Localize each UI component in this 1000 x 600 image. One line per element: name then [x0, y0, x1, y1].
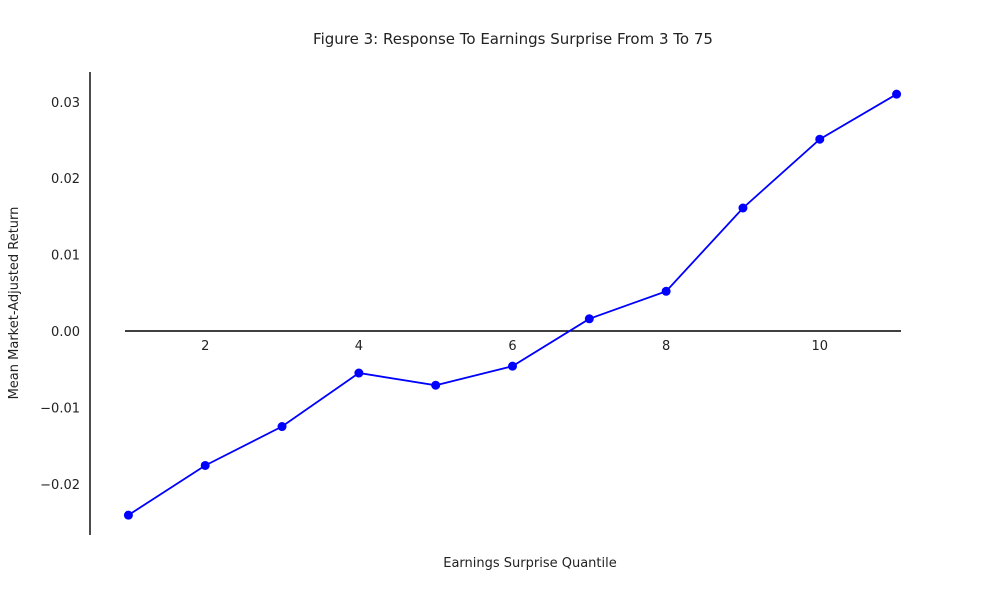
series-line	[127, 93, 898, 516]
data-point	[661, 286, 671, 296]
y-tick-label: −0.01	[40, 401, 80, 416]
y-axis-label: Mean Market-Adjusted Return	[7, 207, 22, 400]
data-point	[431, 380, 441, 390]
y-tick-label: 0.03	[51, 96, 80, 111]
data-point	[123, 510, 133, 520]
data-point	[354, 368, 364, 378]
x-ticks: 2 4 6 8 10	[201, 339, 828, 354]
x-axis-label: Earnings Surprise Quantile	[443, 556, 617, 571]
y-tick-label: 0.01	[51, 249, 80, 264]
x-tick-label: 2	[201, 339, 209, 354]
chart-title: Figure 3: Response To Earnings Surprise …	[313, 30, 713, 48]
y-tick-label: 0.00	[51, 325, 80, 340]
x-tick-label: 6	[508, 339, 516, 354]
data-point	[584, 314, 594, 324]
y-ticks: −0.02 −0.01 0.00 0.01 0.02 0.03	[40, 96, 80, 493]
data-point	[200, 460, 210, 470]
x-tick-label: 10	[811, 339, 828, 354]
data-point	[508, 361, 517, 371]
series-markers	[123, 89, 902, 520]
x-tick-label: 8	[662, 339, 670, 354]
y-tick-label: −0.02	[40, 478, 80, 493]
data-point	[277, 422, 287, 432]
data-point	[815, 134, 825, 144]
y-tick-label: 0.02	[51, 172, 80, 187]
data-point	[892, 89, 902, 99]
data-point	[738, 203, 748, 213]
x-tick-label: 4	[355, 339, 363, 354]
